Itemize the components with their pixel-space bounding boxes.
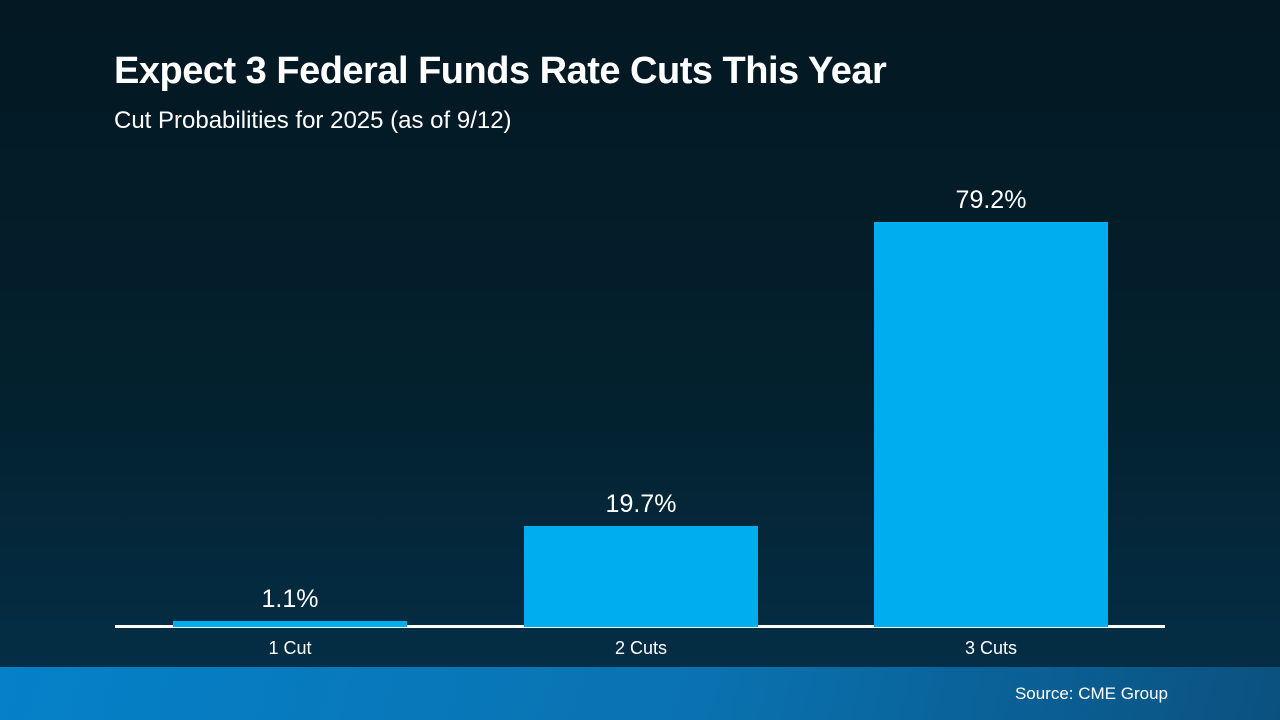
bar-category-label: 3 Cuts (964, 638, 1018, 658)
bar (173, 621, 407, 627)
bar-value-label: 79.2% (955, 186, 1027, 214)
bar (874, 222, 1108, 627)
chart-title: Expect 3 Federal Funds Rate Cuts This Ye… (114, 50, 887, 92)
bar (524, 526, 758, 627)
source-attribution: Source: CME Group (1014, 684, 1168, 703)
bar-category-label: 2 Cuts (614, 638, 668, 658)
chart-subtitle: Cut Probabilities for 2025 (as of 9/12) (114, 107, 512, 134)
bar-value-label: 19.7% (605, 490, 677, 518)
bar-value-label: 1.1% (261, 585, 319, 613)
footer-bar: Source: CME Group (0, 667, 1280, 720)
bar-category-label: 1 Cut (268, 638, 312, 658)
